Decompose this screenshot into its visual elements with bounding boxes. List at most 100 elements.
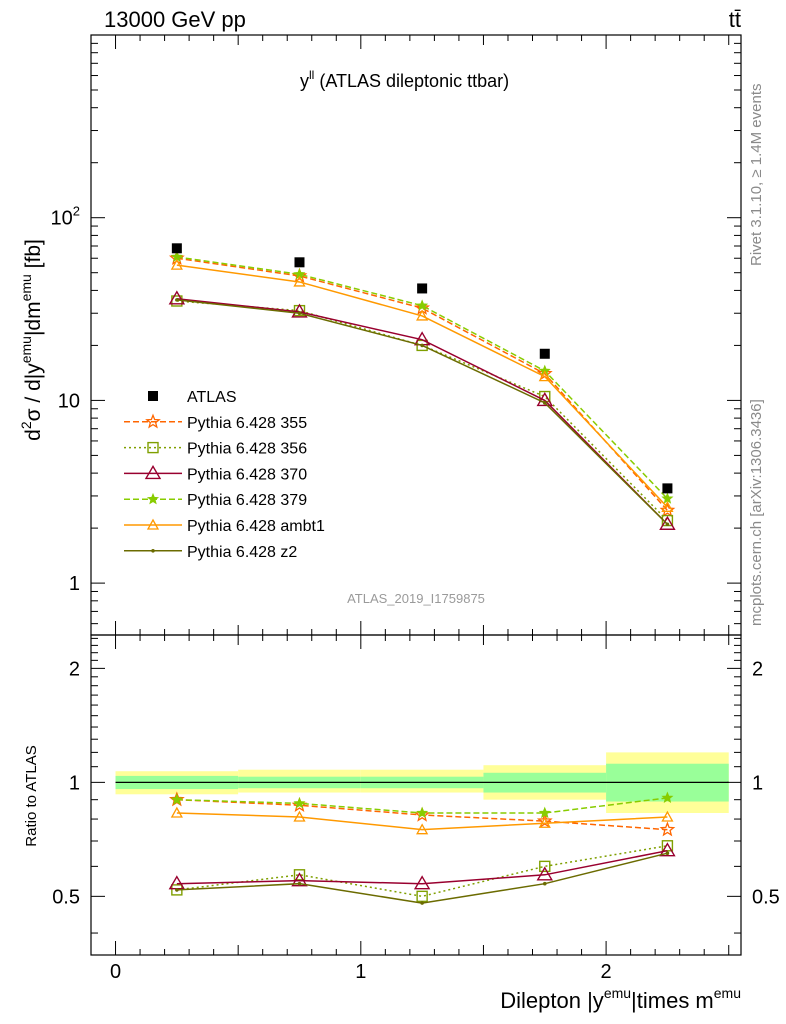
x-tick-label: 1 (355, 961, 366, 983)
dot-marker (542, 881, 547, 886)
triangle-small-marker (538, 370, 551, 382)
square-open-marker (416, 890, 428, 903)
plot-title-main: y (300, 71, 309, 91)
star-filled-marker (661, 492, 674, 504)
main-y-tick-label: 10 (58, 390, 80, 412)
ratio-y-tick-label-right: 0.5 (752, 886, 780, 908)
reference-point (171, 243, 182, 254)
main-ylabel-b-sup: emu (18, 336, 34, 363)
x-tick-label: 2 (601, 961, 612, 983)
plot-title-rest: (ATLAS dileptonic ttbar) (314, 71, 509, 91)
xlabel-b-sup: emu (714, 985, 741, 1001)
legend-label: Pythia 6.428 356 (187, 441, 307, 458)
ratio-uncertainty-band (115, 752, 729, 814)
header-energy-label: 13000 GeV pp (104, 7, 246, 32)
main-ylabel-d: [fb] (22, 239, 45, 274)
ratio-y-tick-label: 1 (69, 772, 80, 794)
ratio-y-tick-label: 2 (69, 658, 80, 680)
series-ratio-line (176, 812, 668, 831)
x-tick-label: 0 (110, 961, 121, 983)
main-y-tick-label-base: 1 (69, 573, 80, 595)
series-group (170, 258, 674, 835)
main-y-tick-label: 102 (51, 204, 80, 230)
ratio-y-tick-label: 0.5 (52, 886, 80, 908)
star-filled-marker (170, 793, 183, 805)
rivet-label: Rivet 3.1.10, ≥ 1.4M events (748, 84, 765, 267)
star-open-marker (145, 413, 161, 429)
star-open-marker (536, 812, 553, 828)
dot-marker (665, 522, 670, 527)
triangle-small-marker (416, 823, 429, 835)
analysis-watermark: ATLAS_2019_I1759875 (347, 591, 485, 606)
star-open-marker (659, 502, 676, 518)
dot-marker (151, 549, 155, 553)
triangle-small-marker (416, 309, 429, 321)
triangle-small-marker (170, 258, 183, 270)
series-line (176, 298, 668, 525)
dot-marker (665, 851, 670, 856)
x-axis-label: Dilepton |yemu|times memu (500, 985, 741, 1013)
main-ylabel-c-sup: emu (18, 274, 34, 301)
series-group (168, 290, 676, 890)
main-ylabel-b: σ / d|y (22, 363, 45, 422)
header-process-label: tt̄ (729, 7, 741, 32)
main-y-tick-label-exp: 2 (73, 204, 80, 219)
triangle-small-marker (293, 275, 306, 287)
series-line (176, 264, 668, 508)
triangle-open-marker (144, 465, 162, 480)
dot-marker (420, 343, 424, 348)
dot-marker (175, 298, 179, 302)
square-open-marker (539, 860, 551, 873)
triangle-small-marker (538, 816, 551, 828)
dot-marker (542, 401, 547, 405)
star-open-marker (414, 806, 431, 822)
legend-marker-reference (148, 391, 158, 401)
star-filled-marker (416, 299, 429, 311)
triangle-open-marker (413, 875, 431, 890)
legend-label: Pythia 6.428 379 (187, 492, 307, 509)
series-ratio-line (176, 849, 668, 885)
xlabel-b: |times m (631, 988, 714, 1013)
legend-label: Pythia 6.428 370 (187, 466, 307, 483)
triangle-open-marker (168, 290, 186, 305)
triangle-open-marker (536, 392, 553, 407)
main-y-axis-label: d2σ / d|yemu|dmemu [fb] (18, 239, 45, 441)
star-open-marker (168, 791, 185, 807)
legend-label: Pythia 6.428 z2 (187, 544, 297, 561)
square-open-marker (147, 441, 159, 454)
star-filled-marker (416, 806, 429, 819)
series-group (175, 298, 670, 905)
triangle-small-marker (661, 500, 674, 512)
dot-marker (297, 881, 302, 886)
xlabel-a-sup: emu (604, 985, 631, 1001)
triangle-open-marker (659, 842, 676, 857)
main-y-tick-label-base: 10 (51, 208, 73, 230)
reference-point (417, 283, 428, 294)
dot-marker (420, 901, 424, 905)
main-ylabel-a-sup: 2 (18, 421, 34, 429)
star-filled-marker (661, 791, 674, 803)
main-y-tick-label-base: 10 (58, 390, 80, 412)
main-ylabel-a: d (22, 429, 45, 441)
triangle-open-marker (659, 515, 676, 530)
ratio-y-axis-label: Ratio to ATLAS (23, 745, 40, 846)
star-filled-marker (293, 797, 306, 809)
series-ratio-line (176, 845, 668, 898)
triangle-small-marker (170, 806, 183, 818)
series-layer (168, 249, 676, 905)
plot-title-sup: ll (309, 68, 314, 82)
star-open-marker (659, 821, 676, 837)
triangle-small-marker (661, 810, 674, 822)
star-filled-marker (146, 492, 160, 505)
triangle-small-marker (293, 810, 306, 822)
reference-point (662, 483, 673, 494)
ratio-plot-frame (90, 634, 742, 956)
main-y-tick-label: 1 (69, 573, 80, 595)
series-ratio-line (176, 852, 668, 904)
ratio-y-tick-label-right: 1 (752, 772, 763, 794)
series-line (176, 256, 668, 500)
xlabel-a: Dilepton |y (500, 988, 604, 1013)
legend-label-reference: ATLAS (187, 389, 237, 406)
series-group (170, 250, 674, 819)
